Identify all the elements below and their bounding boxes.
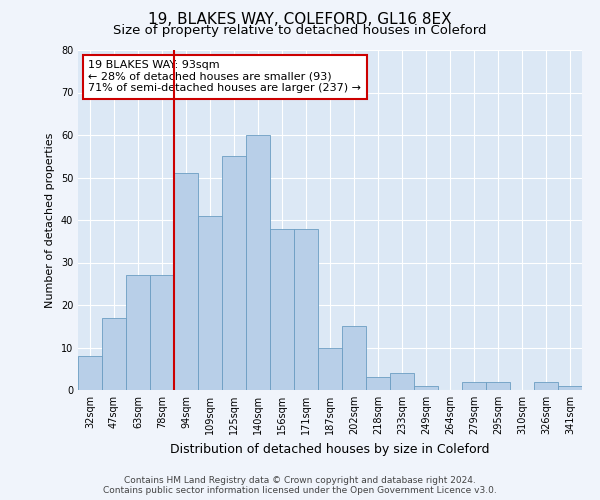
Text: Size of property relative to detached houses in Coleford: Size of property relative to detached ho… — [113, 24, 487, 37]
Bar — [390, 373, 414, 390]
Bar — [126, 275, 150, 390]
Bar — [414, 386, 438, 390]
Bar — [198, 216, 222, 390]
X-axis label: Distribution of detached houses by size in Coleford: Distribution of detached houses by size … — [170, 442, 490, 456]
Bar — [270, 228, 294, 390]
Bar — [150, 275, 174, 390]
Y-axis label: Number of detached properties: Number of detached properties — [45, 132, 55, 308]
Bar — [342, 326, 366, 390]
Bar — [294, 228, 318, 390]
Bar — [174, 174, 198, 390]
Bar — [486, 382, 510, 390]
Text: Contains HM Land Registry data © Crown copyright and database right 2024.
Contai: Contains HM Land Registry data © Crown c… — [103, 476, 497, 495]
Bar — [462, 382, 486, 390]
Bar — [102, 318, 126, 390]
Bar — [78, 356, 102, 390]
Bar — [558, 386, 582, 390]
Bar — [222, 156, 246, 390]
Text: 19 BLAKES WAY: 93sqm
← 28% of detached houses are smaller (93)
71% of semi-detac: 19 BLAKES WAY: 93sqm ← 28% of detached h… — [88, 60, 361, 94]
Bar — [246, 135, 270, 390]
Bar — [366, 378, 390, 390]
Bar — [534, 382, 558, 390]
Bar — [318, 348, 342, 390]
Text: 19, BLAKES WAY, COLEFORD, GL16 8EX: 19, BLAKES WAY, COLEFORD, GL16 8EX — [148, 12, 452, 28]
